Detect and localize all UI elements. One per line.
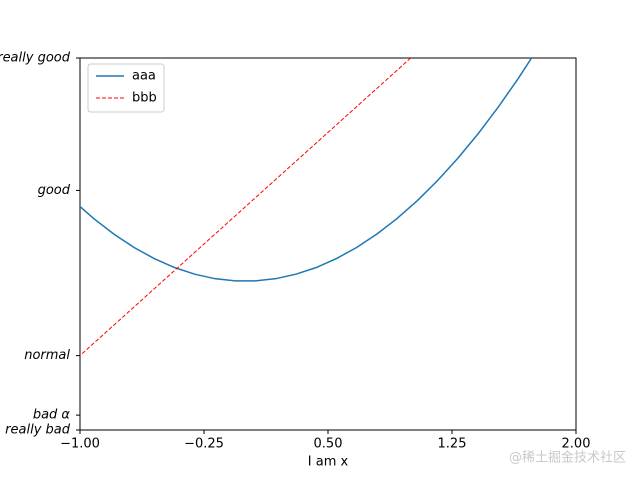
- x-tick-label: −0.25: [184, 437, 224, 452]
- y-tick-label: good: [38, 183, 71, 198]
- legend-label: aaa: [132, 69, 156, 84]
- x-tick-label: 1.25: [438, 437, 467, 452]
- y-tick-label: bad α: [33, 408, 71, 423]
- y-tick-label: really bad: [5, 423, 71, 438]
- x-tick-label: 2.00: [562, 437, 591, 452]
- axes-frame: [79, 57, 577, 431]
- y-tick-label: normal: [24, 348, 70, 363]
- y-tick-label: really good: [0, 51, 71, 66]
- x-axis-label: I am x: [308, 455, 349, 470]
- x-tick-label: 0.50: [314, 437, 343, 452]
- x-tick-label: −1.00: [60, 437, 100, 452]
- legend-label: bbb: [132, 91, 157, 106]
- line-series: [80, 58, 412, 357]
- plot-area: [80, 58, 533, 357]
- line-series: [80, 58, 533, 282]
- watermark: @稀土掘金技术社区: [509, 450, 626, 466]
